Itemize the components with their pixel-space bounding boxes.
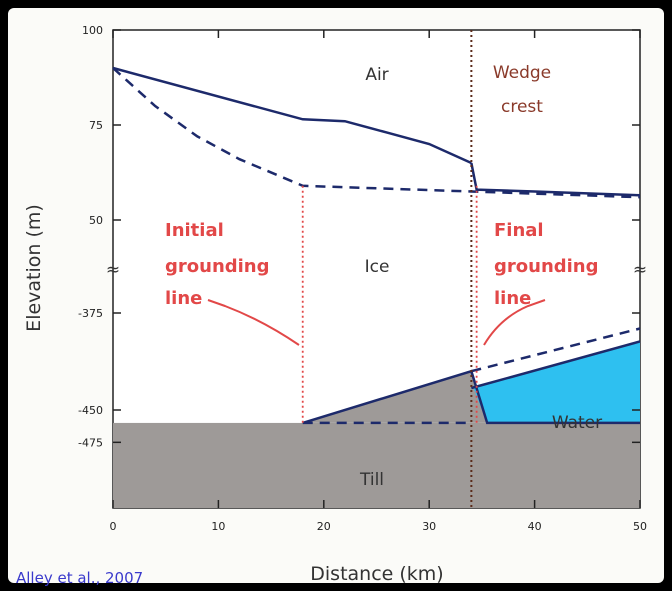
final-grounding-label-line1: Final (494, 220, 544, 241)
x-tick-label-1: 10 (211, 520, 225, 533)
wedge-crest-label-line1: Wedge (493, 63, 551, 83)
initial-grounding-label-line2: grounding (165, 256, 270, 277)
y-axis-title: Elevation (m) (23, 204, 45, 332)
axis-ticks: 0 10 20 30 40 50 100 75 50 -375 -450 -475 (78, 24, 647, 533)
x-tick-label-2: 20 (317, 520, 331, 533)
y-tick-label-1: 75 (89, 119, 103, 132)
citation-text: Alley et al., 2007 (16, 569, 143, 587)
x-axis-title: Distance (km) (310, 563, 443, 585)
final-grounding-leader (483, 299, 546, 346)
water-label: Water (552, 413, 602, 433)
x-tick-label-3: 30 (422, 520, 436, 533)
till-label: Till (359, 470, 384, 490)
initial-grounding-label-line1: Initial (165, 220, 224, 241)
x-tick-label-5: 50 (633, 520, 647, 533)
final-grounding-label-line2: grounding (494, 256, 599, 277)
ice-label: Ice (365, 257, 390, 277)
series-line-1 (470, 162, 641, 197)
series-line-3 (302, 369, 640, 425)
till-region (113, 422, 640, 508)
y-tick-label-0: 100 (82, 24, 103, 37)
axis-break-right: ≈ (633, 260, 647, 280)
series-line-0 (112, 66, 472, 165)
x-tick-label-0: 0 (110, 520, 117, 533)
y-tick-label-3: -375 (78, 307, 103, 320)
series-line-5 (471, 327, 641, 373)
initial-grounding-leader (207, 299, 300, 346)
initial-grounding-label-line3: line (165, 288, 202, 309)
wedge-crest-label-line2: crest (501, 97, 543, 117)
y-tick-label-5: -475 (78, 436, 103, 449)
y-tick-label-2: 50 (89, 214, 103, 227)
y-tick-label-4: -450 (78, 404, 103, 417)
final-grounding-label-line3: line (494, 288, 531, 309)
series-line-4 (471, 340, 641, 390)
air-label: Air (365, 65, 388, 85)
water-region (473, 341, 640, 423)
axis-break-left: ≈ (106, 260, 120, 280)
x-tick-label-4: 40 (528, 520, 542, 533)
